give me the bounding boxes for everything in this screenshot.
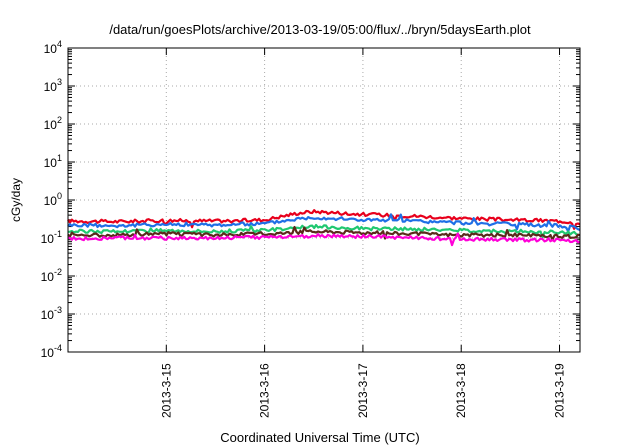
y-tick-label: 10-1	[41, 229, 62, 246]
x-tick-label: 2013-3-17	[356, 363, 370, 418]
x-tick-label: 2013-3-18	[454, 363, 468, 418]
y-tick-label: 10-2	[41, 267, 62, 284]
y-tick-label: 10-3	[41, 305, 62, 322]
series-line	[67, 213, 581, 233]
series-line	[67, 223, 580, 239]
series-line	[67, 225, 581, 242]
x-tick-label: 2013-3-16	[258, 363, 272, 418]
series-line	[67, 232, 581, 247]
series-line	[67, 209, 581, 230]
x-axis-label: Coordinated Universal Time (UTC)	[220, 430, 420, 445]
plot-frame	[67, 47, 581, 353]
y-tick-label: 101	[44, 153, 62, 170]
y-tick-label: 100	[44, 191, 62, 208]
y-tick-label: 104	[44, 39, 62, 56]
y-tick-label: 103	[44, 77, 62, 94]
chart-title: /data/run/goesPlots/archive/2013-03-19/0…	[109, 22, 531, 37]
y-tick-label: 102	[44, 115, 62, 132]
x-tick-label: 2013-3-15	[159, 363, 173, 418]
y-tick-label: 10-4	[41, 343, 62, 360]
y-axis-label: cGy/day	[9, 178, 23, 222]
x-tick-label: 2013-3-19	[553, 363, 567, 418]
